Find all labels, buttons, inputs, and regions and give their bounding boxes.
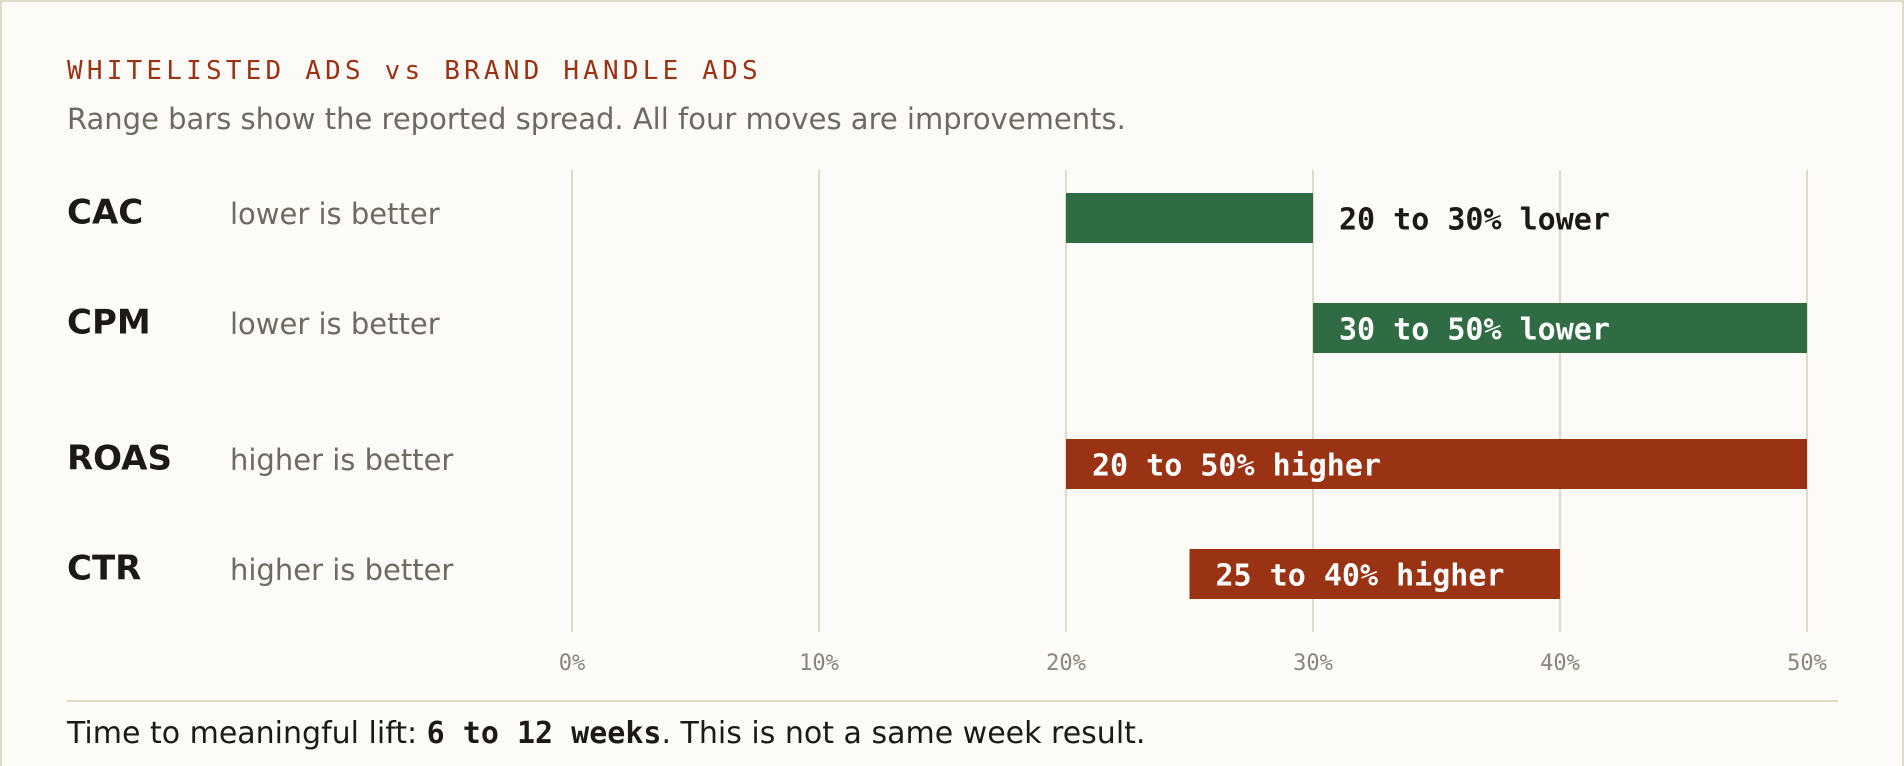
x-tick-label: 40% bbox=[1540, 651, 1580, 676]
range-bar bbox=[1189, 549, 1560, 599]
x-tick-label: 50% bbox=[1787, 651, 1827, 676]
metric-note: higher is better bbox=[230, 553, 453, 587]
metric-label: CTR bbox=[67, 549, 141, 589]
range-label: 20 to 30% lower bbox=[1339, 203, 1610, 238]
chart-subtitle: Range bars show the reported spread. All… bbox=[67, 102, 1126, 136]
footer-emphasis: 6 to 12 weeks bbox=[426, 716, 662, 751]
metric-label: CAC bbox=[67, 193, 143, 233]
metric-label: ROAS bbox=[67, 439, 172, 479]
x-tick-label: 30% bbox=[1293, 651, 1333, 676]
footer-suffix: . This is not a same week result. bbox=[661, 716, 1146, 751]
range-label: 25 to 40% higher bbox=[1216, 559, 1505, 594]
x-tick-label: 10% bbox=[799, 651, 839, 676]
range-bar bbox=[1066, 439, 1807, 489]
range-bar bbox=[1313, 303, 1807, 353]
range-bar bbox=[1066, 193, 1313, 243]
x-tick-label: 0% bbox=[559, 651, 586, 676]
metric-note: higher is better bbox=[230, 443, 453, 477]
metric-note: lower is better bbox=[230, 197, 440, 231]
range-label: 20 to 50% higher bbox=[1092, 449, 1381, 484]
chart-title: WHITELISTED ADS vs BRAND HANDLE ADS bbox=[67, 56, 762, 86]
x-tick-label: 20% bbox=[1046, 651, 1086, 676]
metric-note: lower is better bbox=[230, 307, 440, 341]
footer-prefix: Time to meaningful lift: bbox=[67, 716, 427, 751]
range-label: 30 to 50% lower bbox=[1339, 313, 1610, 348]
footer-note: Time to meaningful lift: 6 to 12 weeks. … bbox=[67, 716, 1145, 751]
footer-divider bbox=[67, 700, 1838, 702]
metric-label: CPM bbox=[67, 303, 151, 343]
range-bar-chart: 0% 10% 20% 30% 40% 50% CAC lower is better 20 to… bbox=[67, 170, 1827, 676]
